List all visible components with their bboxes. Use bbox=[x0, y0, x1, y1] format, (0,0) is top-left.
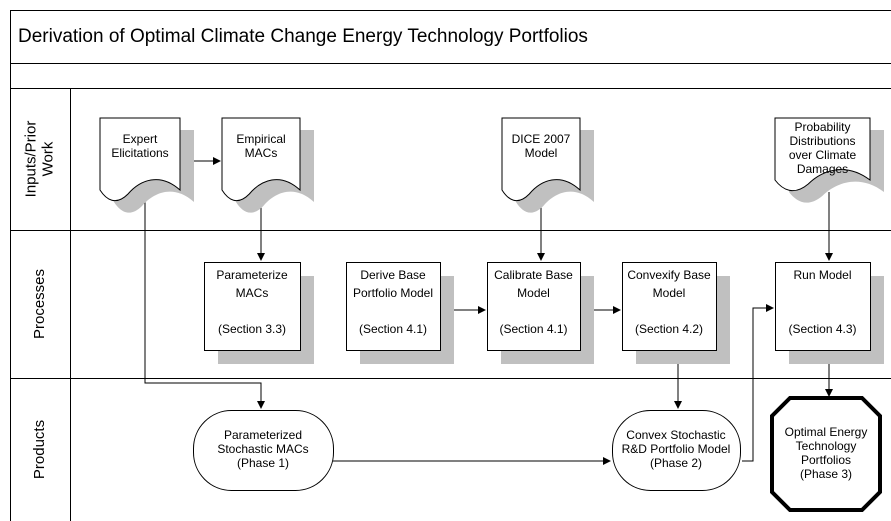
node-label: Technology bbox=[796, 439, 857, 453]
node-label: (Section 4.1) bbox=[359, 322, 427, 336]
node: Convexify Base Model (Section 4.2) bbox=[622, 262, 730, 364]
node-label: Stochastic MACs bbox=[217, 442, 308, 456]
node-label: Derive Base bbox=[360, 268, 426, 282]
lane-label: Work bbox=[39, 141, 56, 176]
document-shape bbox=[221, 117, 301, 202]
header-strip bbox=[10, 63, 891, 89]
terminator bbox=[612, 410, 741, 491]
node-label: Calibrate Base bbox=[494, 268, 573, 282]
node: Derive Base Portfolio Model (Section 4.1) bbox=[346, 262, 454, 364]
node: Optimal EnergyTechnologyPortfolios(Phase… bbox=[770, 396, 882, 512]
terminator bbox=[193, 410, 334, 491]
node-label: Parameterized bbox=[224, 428, 302, 442]
process-box bbox=[487, 262, 581, 351]
node: Calibrate Base Model (Section 4.1) bbox=[487, 262, 594, 364]
node-label: Run Model bbox=[793, 268, 851, 282]
node-label: Portfolios bbox=[801, 453, 851, 467]
node-label: MACs bbox=[236, 286, 269, 300]
lane-label: Products bbox=[31, 420, 48, 479]
node-label: Model bbox=[517, 286, 550, 300]
node-label: (Section 4.1) bbox=[499, 322, 567, 336]
node-label: Model bbox=[653, 286, 686, 300]
process-box bbox=[622, 262, 717, 351]
process-box bbox=[775, 262, 871, 351]
document-shape bbox=[501, 117, 581, 202]
node-label: Empirical bbox=[236, 132, 285, 146]
process-box bbox=[346, 262, 441, 351]
node-label: (Phase 1) bbox=[237, 456, 289, 470]
title-box bbox=[10, 10, 891, 64]
document-shape bbox=[774, 117, 871, 192]
title: Derivation of Optimal Climate Change Ene… bbox=[18, 26, 588, 47]
node-label: Damages bbox=[797, 162, 848, 176]
node: Run Model (Section 4.3) bbox=[775, 262, 884, 364]
node-label: Convex Stochastic bbox=[626, 428, 725, 442]
node-label: Elicitations bbox=[111, 146, 168, 160]
lane-label: Processes bbox=[31, 269, 48, 339]
node-label: Portfolio Model bbox=[353, 286, 433, 300]
node-label: MACs bbox=[245, 146, 278, 160]
node-label: Optimal Energy bbox=[785, 425, 868, 439]
lane-label: Inputs/Prior bbox=[22, 121, 39, 198]
node-label: Probability bbox=[794, 120, 850, 134]
node: Parameterize MACs (Section 3.3) bbox=[204, 262, 314, 364]
node-label: Parameterize bbox=[216, 268, 288, 282]
process-box bbox=[204, 262, 301, 351]
node-label: (Phase 3) bbox=[800, 467, 852, 481]
octagon bbox=[770, 396, 882, 512]
node-label: over Climate bbox=[789, 148, 857, 162]
node-label: (Section 4.2) bbox=[635, 322, 703, 336]
node-label: (Section 4.3) bbox=[788, 322, 856, 336]
node-label: Convexify Base bbox=[627, 268, 711, 282]
node-label: DICE 2007 bbox=[512, 132, 571, 146]
node-label: (Section 3.3) bbox=[218, 322, 286, 336]
node-label: R&D Portfolio Model bbox=[622, 442, 731, 456]
node-label: (Phase 2) bbox=[650, 456, 702, 470]
node-label: Distributions bbox=[789, 134, 855, 148]
document-shape bbox=[99, 117, 181, 202]
connectors bbox=[144, 157, 833, 465]
node-label: Model bbox=[525, 146, 558, 160]
node-label: Expert bbox=[123, 132, 158, 146]
